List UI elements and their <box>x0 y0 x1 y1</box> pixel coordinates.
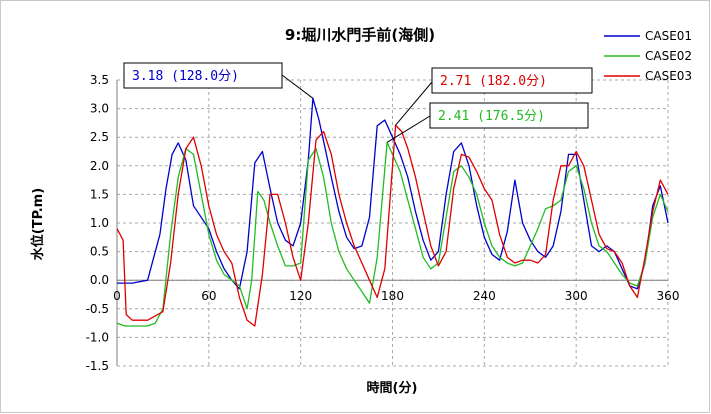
annotation-label: 2.71 (182.0分) <box>440 74 547 89</box>
y-tick-label: 2.5 <box>90 130 109 144</box>
x-axis-label: 時間(分) <box>367 380 418 396</box>
legend-label-case02: CASE02 <box>645 49 692 63</box>
chart-title: 9:堀川水門手前(海側) <box>285 26 435 44</box>
legend-label-case03: CASE03 <box>645 69 692 83</box>
x-tick-label: 0 <box>113 289 121 303</box>
legend: CASE01 CASE02 CASE03 <box>604 29 692 83</box>
annotation-1: 3.18 (128.0分) <box>123 62 314 99</box>
y-tick-label: -1.5 <box>86 359 109 373</box>
y-tick-label: 0.0 <box>90 273 109 287</box>
x-tick-label: 300 <box>565 289 588 303</box>
y-tick-label: 1.0 <box>90 216 109 230</box>
y-tick-label: 3.0 <box>90 102 109 116</box>
annotation-box <box>431 67 593 94</box>
legend-label-case01: CASE01 <box>645 29 692 43</box>
x-tick-label: 360 <box>657 289 680 303</box>
grid-lines <box>116 79 669 367</box>
y-axis-label: 水位(TP.m) <box>30 188 46 260</box>
y-tick-label: 3.5 <box>90 73 109 87</box>
annotation-3: 2.41 (176.5分) <box>386 102 589 143</box>
annotation-2: 2.71 (182.0分) <box>395 67 593 126</box>
series-line-case01 <box>117 97 669 290</box>
annotation-leader <box>281 74 314 99</box>
y-tick-label: 1.5 <box>90 187 109 201</box>
x-tick-label: 120 <box>289 289 312 303</box>
annotation-label: 2.41 (176.5分) <box>438 109 545 124</box>
annotation-leader <box>386 115 431 143</box>
x-tick-label: 180 <box>381 289 404 303</box>
series-line-case02 <box>116 141 669 327</box>
x-tick-labels: 0 60 120 180 240 300 360 <box>113 289 679 303</box>
annotation-label: 3.18 (128.0分) <box>132 69 239 84</box>
x-tick-label: 60 <box>201 289 216 303</box>
y-tick-label: 2.0 <box>90 159 109 173</box>
annotation-box <box>123 62 283 89</box>
y-tick-label: 0.5 <box>90 245 109 259</box>
annotations-group: 3.18 (128.0分) 2.71 (182.0分) 2.41 (176.5分) <box>123 62 593 143</box>
y-tick-label: -0.5 <box>86 302 109 316</box>
y-tick-labels: -1.5 -1.0 -0.5 0.0 0.5 1.0 1.5 2.0 2.5 3.0 3.5 <box>86 73 109 373</box>
annotation-box <box>429 102 589 129</box>
x-tick-label: 240 <box>473 289 496 303</box>
annotation-leader <box>395 81 433 126</box>
y-tick-label: -1.0 <box>86 330 109 344</box>
